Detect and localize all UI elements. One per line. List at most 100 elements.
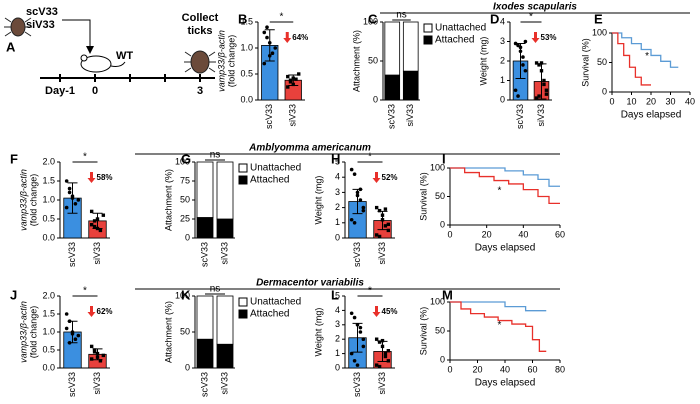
y-tick-label: 2 [335,202,340,212]
panel-letter: M [442,287,453,302]
error-bar [352,188,363,215]
y-tick-label: 1 [335,217,340,227]
x-tick-label: scV33 [352,242,362,267]
y-tick-label: 1.5 [240,16,253,26]
x-tick-label: siV33 [377,372,387,395]
y-tick-label: 5 [335,156,340,166]
significance-label: ns [396,10,407,21]
error-bar [92,348,103,361]
tick-icon [10,17,26,37]
survival-line [612,32,651,86]
x-tick-label: 30 [665,96,675,106]
data-point [352,172,357,176]
data-point [349,351,354,356]
y-tick-label: 25 [180,213,190,223]
data-point [262,30,267,35]
significance-label: * [529,12,533,23]
mouse-icon [80,55,112,73]
y-tick-label: 0 [602,86,607,96]
y-tick-label: 1.0 [42,326,55,336]
data-point [355,363,360,367]
survival-line [450,301,547,312]
legend-label: Unattached [250,297,301,308]
panel-letter: I [442,151,446,166]
host-label: WT [116,50,133,62]
x-tick-label: scV33 [199,242,209,267]
legend-label: Unattached [435,23,486,34]
y-tick-label: 0.0 [42,232,55,242]
significance-label: * [83,152,87,163]
reduction-arrow [531,32,540,43]
y-tick-label: 50 [597,57,607,67]
data-point [383,351,388,356]
y-axis-label: vamp33/β-actin [18,301,28,363]
data-point [534,61,539,65]
data-point [265,35,269,40]
data-point [101,353,106,358]
bar-segment [216,295,234,345]
significance-label: * [368,286,372,297]
data-point [64,179,69,183]
data-point [377,340,382,344]
y-axis-label: Weight (mg) [313,308,323,357]
x-tick-label: 0 [447,229,452,239]
y-tick-label: 100 [430,162,445,172]
x-axis-label: Days elapsed [621,110,682,121]
y-tick-label: 75 [180,175,190,185]
data-point [288,78,293,82]
data-point [89,209,94,214]
reduction-label: 52% [382,173,398,182]
x-tick-label: siV33 [405,104,415,127]
y-tick-label: 1.0 [42,194,55,204]
data-point [361,337,366,342]
data-point [537,94,541,98]
data-point [92,224,97,229]
data-point [542,78,546,83]
data-point [377,364,382,369]
y-tick-label: 0 [440,354,445,364]
data-point [73,202,78,206]
panel-letter: G [181,151,191,166]
data-point [98,228,103,233]
data-point [73,337,78,342]
data-point [537,63,541,67]
bar-segment [384,21,401,76]
y-tick-label: 2 [335,334,340,344]
x-tick-label: 0 [447,364,452,374]
error-bar [515,42,526,80]
y-axis-label: (fold change) [28,174,38,227]
x-tick-label: siV33 [377,242,387,265]
data-point [516,43,520,48]
data-point [374,205,379,210]
bar-segment [402,21,419,72]
x-tick-label: 20 [472,364,482,374]
y-axis-label: vamp33/β-actin [18,169,28,231]
bar-segment [216,161,234,220]
y-tick-label: 2 [500,55,505,65]
survival-line [450,167,560,187]
y-axis-label: Attachment (%) [163,169,173,231]
day-label: 3 [197,85,203,97]
y-tick-label: 0 [335,362,340,372]
legend-label: Unattached [250,163,301,174]
y-axis-label: Weight (mg) [478,37,488,86]
survival-line [612,32,679,68]
x-tick-label: scV33 [387,104,397,129]
data-point [89,357,94,361]
data-point [349,217,354,222]
x-tick-label: scV33 [67,242,77,267]
reduction-arrow [372,306,381,317]
data-point [352,359,357,363]
data-point [386,349,391,353]
y-tick-label: 50 [368,55,378,65]
legend-swatch [423,23,433,33]
bar-segment [384,74,401,101]
y-tick-label: 100 [430,296,445,306]
data-point [516,94,520,98]
reduction-label: 53% [541,33,557,42]
legend-swatch [423,35,433,45]
section-title: Ixodes scapularis [493,2,577,13]
data-point [521,63,525,67]
significance-label: * [83,286,87,297]
panel-letter: L [331,287,339,302]
